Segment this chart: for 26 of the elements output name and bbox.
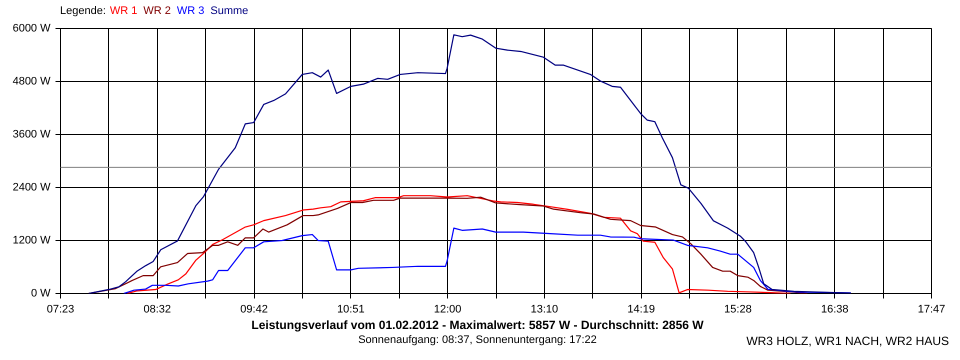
y-tick-label: 4800 W xyxy=(12,76,52,88)
text: WR3 HOLZ, WR1 NACH, WR2 HAUS xyxy=(746,334,949,349)
text: WR 2 xyxy=(143,4,171,19)
y-tick-label: 2400 W xyxy=(12,182,52,194)
x-tick-label: 12:00 xyxy=(434,304,462,316)
line-series xyxy=(88,34,852,294)
text: WR 3 xyxy=(176,4,204,19)
x-tick-label: 13:10 xyxy=(530,304,558,316)
x-tick-label: 08:32 xyxy=(144,304,172,316)
x-tick-label: 16:38 xyxy=(820,304,848,316)
y-tick-label: 6000 W xyxy=(12,22,52,34)
x-tick-label: 17:47 xyxy=(918,304,946,316)
legend-title: Legende: xyxy=(60,4,106,19)
x-tick-label: 14:19 xyxy=(627,304,655,316)
text: Summe xyxy=(210,4,248,19)
x-tick-label: 07:23 xyxy=(46,304,74,316)
line-series xyxy=(123,228,852,294)
text: Sonnenaufgang: 08:37, Sonnenuntergang: 17:22 xyxy=(358,334,597,346)
text: WR 1 xyxy=(110,4,138,19)
y-tick-label: 3600 W xyxy=(12,128,52,140)
x-tick-label: 10:51 xyxy=(337,304,365,316)
x-tick-label: 15:28 xyxy=(724,304,752,316)
y-tick-label: 1200 W xyxy=(12,234,52,246)
y-tick-label: 0 W xyxy=(30,288,52,300)
text: Leistungsverlauf vom 01.02.2012 - Maximalwert: 5857 W - Durchschnitt: 2856 W xyxy=(250,318,705,333)
x-tick-label: 09:42 xyxy=(240,304,268,316)
